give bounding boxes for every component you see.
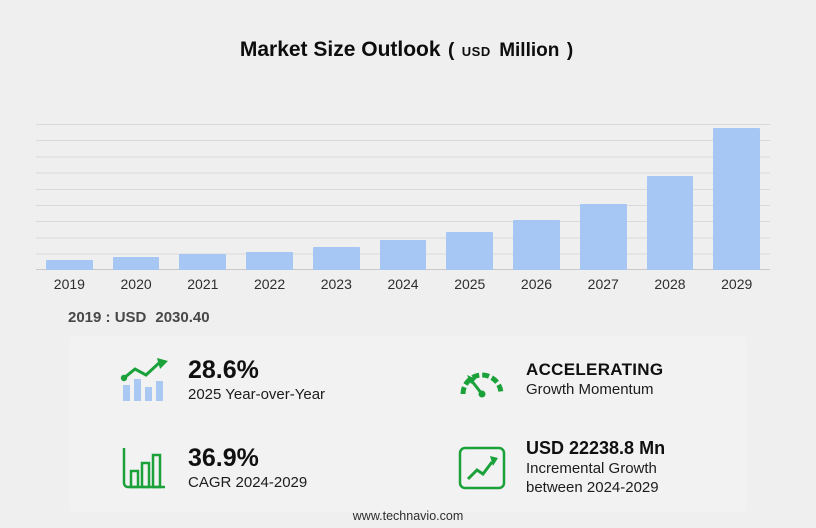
yoy-label: 2025 Year-over-Year	[188, 385, 326, 403]
x-tick-2025: 2025	[454, 276, 486, 292]
chart-bars	[36, 124, 770, 270]
x-tick-2029: 2029	[721, 276, 753, 292]
x-tick-2024: 2024	[387, 276, 419, 292]
bar-slot	[370, 124, 437, 270]
title-open-paren: (	[448, 40, 455, 61]
stats-panel: 28.6% 2025 Year-over-Year ACCELERATING G…	[70, 336, 746, 512]
bar-2026	[513, 220, 560, 270]
x-tick-2027: 2027	[587, 276, 619, 292]
yoy-value: 28.6%	[188, 355, 259, 384]
bar-slot	[703, 124, 770, 270]
bar-2025	[446, 231, 494, 270]
bar-slot	[637, 124, 704, 270]
market-size-bar-chart	[36, 124, 770, 270]
bar-2021	[179, 254, 227, 270]
incremental-growth-icon	[456, 442, 508, 494]
incremental-label-line2: between 2024-2029	[526, 479, 659, 497]
yoy-bar-chart-icon	[118, 354, 170, 406]
bar-slot	[103, 124, 170, 270]
x-tick-2028: 2028	[654, 276, 686, 292]
bar-slot	[303, 124, 370, 270]
title-currency: USD	[461, 44, 491, 59]
base-year-label: 2019 : USD	[68, 309, 147, 326]
stat-cagr: 36.9% CAGR 2024-2029	[70, 424, 408, 512]
incremental-value: USD 22238.8 Mn	[526, 438, 666, 459]
cagr-bars-icon	[118, 442, 170, 494]
speedometer-icon	[456, 354, 508, 406]
base-year-value: 2030.40	[155, 309, 210, 326]
bar-slot	[570, 124, 637, 270]
bar-2027	[579, 203, 627, 270]
x-tick-2019: 2019	[53, 276, 85, 292]
x-tick-2026: 2026	[520, 276, 553, 292]
stat-yoy: 28.6% 2025 Year-over-Year	[70, 336, 408, 424]
bar-2028	[646, 175, 694, 270]
page-title: Market Size Outlook ( USD Million )	[0, 38, 816, 62]
title-close-paren: )	[566, 40, 574, 61]
bar-slot	[36, 124, 103, 270]
stat-momentum: ACCELERATING Growth Momentum	[408, 336, 746, 424]
cagr-value: 36.9%	[188, 443, 259, 472]
x-tick-2020: 2020	[120, 276, 152, 292]
cagr-label: CAGR 2024-2029	[188, 473, 308, 491]
bar-slot	[236, 124, 303, 270]
bar-2020	[112, 257, 160, 270]
stat-incremental: USD 22238.8 Mn Incremental Growth betwee…	[408, 424, 746, 512]
bar-2022	[246, 251, 293, 270]
bar-slot	[503, 124, 570, 270]
x-tick-2022: 2022	[253, 276, 286, 292]
title-main: Market Size Outlook	[239, 38, 441, 61]
incremental-label-line1: Incremental Growth	[526, 459, 657, 477]
chart-xlabels: 2019 2020 2021 2022 2023 2024 2025 2026 2027 2028…	[36, 276, 770, 292]
bar-2023	[312, 247, 360, 270]
title-unit: Million	[499, 40, 560, 61]
footer-url[interactable]: www.technavio.com	[352, 509, 464, 523]
momentum-value: ACCELERATING	[526, 360, 664, 380]
base-year-annotation: 2019 : USD 2030.40	[68, 309, 210, 326]
bar-2024	[379, 240, 427, 270]
bar-slot	[436, 124, 503, 270]
x-tick-2021: 2021	[187, 276, 219, 292]
x-tick-2023: 2023	[320, 276, 352, 292]
bar-slot	[169, 124, 236, 270]
bar-2019	[46, 259, 93, 270]
bar-2029	[713, 127, 761, 270]
momentum-label: Growth Momentum	[526, 381, 654, 399]
